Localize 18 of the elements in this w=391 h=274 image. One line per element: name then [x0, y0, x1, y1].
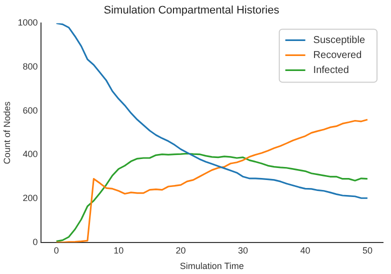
y-tick-label: 600: [22, 105, 38, 116]
y-tick-label: 1000: [18, 18, 38, 28]
x-tick-label: 0: [54, 245, 59, 256]
x-tick-label: 40: [300, 245, 310, 256]
legend-label: Recovered: [313, 50, 362, 61]
legend-label: Susceptible: [313, 34, 366, 46]
x-tick-label: 10: [114, 245, 124, 256]
y-tick-label: 400: [22, 149, 38, 160]
y-tick-label: 200: [22, 193, 38, 204]
y-axis-title: Count of Nodes: [2, 101, 12, 164]
x-axis-title: Simulation Time: [180, 261, 244, 272]
legend-label: Infected: [313, 64, 349, 76]
x-tick-label: 50: [362, 245, 372, 256]
chart-title: Simulation Compartmental Histories: [104, 4, 280, 17]
x-tick-label: 30: [238, 245, 248, 256]
y-tick-label: 800: [22, 62, 38, 72]
y-tick-label: 0: [32, 236, 38, 247]
x-tick-label: 20: [176, 245, 186, 256]
